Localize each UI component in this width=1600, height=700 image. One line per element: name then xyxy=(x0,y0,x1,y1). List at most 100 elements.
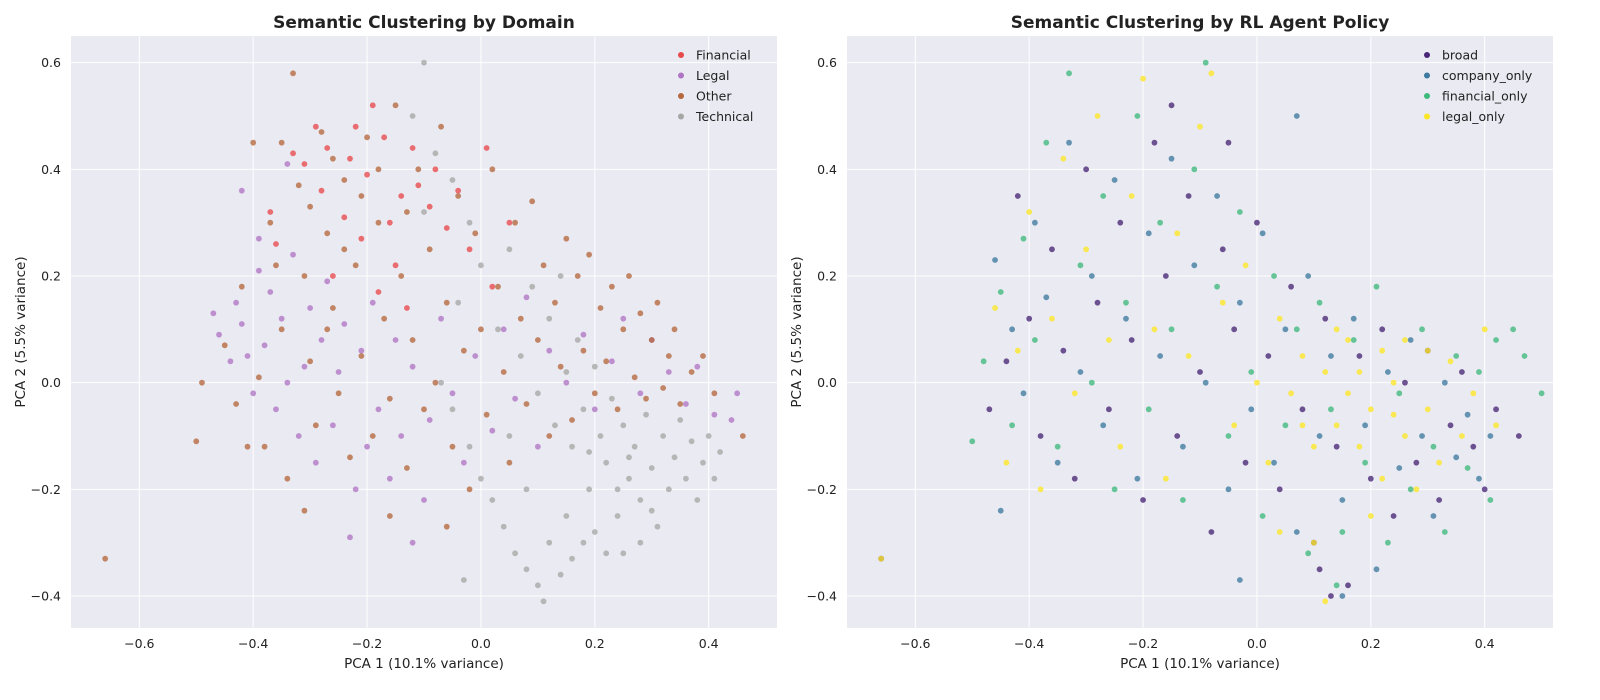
data-point xyxy=(364,171,370,178)
plot-background xyxy=(71,36,777,628)
data-point xyxy=(1333,422,1340,429)
data-point xyxy=(1094,299,1101,306)
data-point xyxy=(643,395,649,402)
data-point xyxy=(392,102,399,109)
data-point xyxy=(534,337,541,343)
data-point xyxy=(677,401,684,407)
x-tick-label: −0.6 xyxy=(124,636,154,651)
data-point xyxy=(352,123,359,130)
data-point xyxy=(483,411,490,418)
data-point xyxy=(1236,577,1243,583)
data-point xyxy=(278,326,285,333)
data-point xyxy=(449,443,456,450)
data-point xyxy=(1476,475,1482,482)
y-tick-label: 0.6 xyxy=(41,55,61,70)
data-point xyxy=(1191,262,1198,269)
data-point xyxy=(1066,70,1072,77)
data-point xyxy=(1128,193,1135,199)
data-point xyxy=(654,299,661,306)
data-point xyxy=(1077,369,1084,375)
series-Other xyxy=(102,70,746,562)
data-point xyxy=(210,310,217,317)
data-point xyxy=(1305,273,1312,279)
data-point xyxy=(1077,262,1084,269)
data-point xyxy=(409,539,416,546)
data-point xyxy=(694,363,701,370)
data-point xyxy=(1299,353,1306,359)
data-point xyxy=(1185,193,1192,199)
data-point xyxy=(1419,433,1425,439)
x-tick-label: 0.0 xyxy=(1247,636,1267,651)
legend-marker xyxy=(678,93,684,99)
data-point xyxy=(358,353,365,359)
data-point xyxy=(312,123,319,130)
data-point xyxy=(1225,139,1232,146)
data-point xyxy=(1362,422,1369,429)
data-point xyxy=(1487,433,1494,439)
data-point xyxy=(1180,443,1186,450)
data-point xyxy=(534,443,541,450)
data-point xyxy=(1379,475,1386,482)
data-point xyxy=(677,417,684,423)
data-point xyxy=(318,337,325,343)
data-point xyxy=(443,299,450,306)
data-point xyxy=(1071,475,1078,482)
data-point xyxy=(1145,406,1152,413)
data-point xyxy=(517,353,524,359)
data-point xyxy=(1043,294,1050,301)
data-point xyxy=(500,523,507,530)
data-point xyxy=(591,363,598,370)
data-point xyxy=(1037,486,1044,493)
data-point xyxy=(466,219,473,226)
data-point xyxy=(455,299,462,306)
data-point xyxy=(318,129,325,135)
data-point xyxy=(1293,529,1300,535)
data-point xyxy=(278,139,285,146)
data-point xyxy=(438,379,444,386)
y-tick-label: 0.2 xyxy=(41,269,61,284)
data-point xyxy=(1316,566,1323,573)
data-point xyxy=(267,209,274,215)
data-point xyxy=(1339,529,1346,535)
data-point xyxy=(409,337,416,343)
data-point xyxy=(489,283,496,290)
data-point xyxy=(546,539,553,546)
data-point xyxy=(734,390,741,397)
data-point xyxy=(534,582,541,589)
x-tick-label: −0.6 xyxy=(900,636,930,651)
data-point xyxy=(1202,59,1209,66)
data-point xyxy=(1248,369,1255,375)
data-point xyxy=(603,459,610,466)
data-point xyxy=(1402,433,1408,439)
data-point xyxy=(1168,102,1175,109)
data-point xyxy=(250,390,257,397)
data-point xyxy=(580,331,587,338)
data-point xyxy=(1481,486,1488,493)
data-point xyxy=(683,475,689,482)
data-point xyxy=(1009,326,1016,333)
data-point xyxy=(364,443,370,450)
data-point xyxy=(529,198,536,205)
data-point xyxy=(347,454,353,461)
data-point xyxy=(301,161,308,167)
data-point xyxy=(506,246,513,253)
data-point xyxy=(671,326,678,333)
data-point xyxy=(992,305,998,311)
data-point xyxy=(1134,475,1141,482)
data-point xyxy=(238,321,245,327)
data-point xyxy=(597,433,604,439)
data-point xyxy=(637,539,644,546)
data-point xyxy=(540,262,547,269)
data-point xyxy=(472,353,479,359)
data-point xyxy=(421,497,427,503)
data-point xyxy=(255,267,262,274)
data-point xyxy=(512,550,518,557)
data-point xyxy=(1242,459,1249,466)
data-point xyxy=(1094,113,1101,119)
data-point xyxy=(381,315,388,322)
data-point xyxy=(1470,390,1477,397)
data-point xyxy=(244,443,251,450)
data-point xyxy=(1026,315,1033,322)
data-point xyxy=(1259,230,1266,237)
data-point xyxy=(1259,513,1266,519)
